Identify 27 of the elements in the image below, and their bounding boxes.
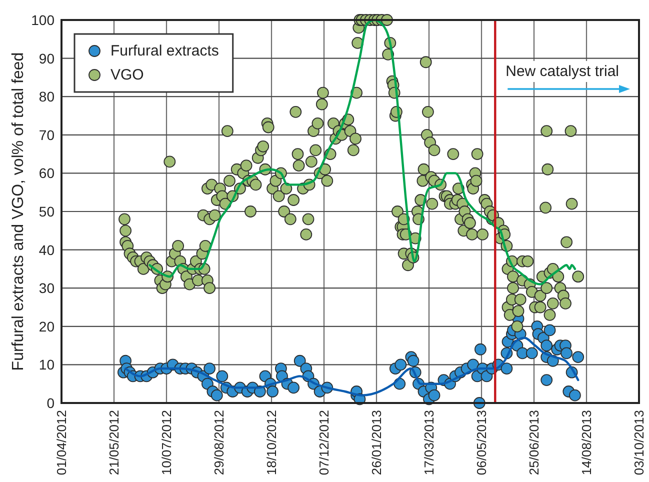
- x-tick-label: 10/07/2012: [159, 410, 174, 476]
- x-tick-label: 03/10/2013: [632, 410, 646, 476]
- x-tick-label: 18/10/2012: [264, 410, 279, 476]
- y-tick-label: 50: [38, 204, 55, 220]
- x-tick-label: 17/03/2013: [422, 410, 436, 476]
- y-tick-label: 90: [38, 50, 55, 66]
- y-tick-label: 80: [38, 88, 55, 105]
- y-tick-label: 70: [38, 126, 55, 143]
- x-tick-label: 06/05/2013: [474, 410, 489, 476]
- y-tick-label: 0: [46, 395, 55, 411]
- x-tick-label: 21/05/2012: [106, 410, 122, 476]
- x-tick-label: 07/12/2012: [316, 410, 332, 476]
- y-tick-label: 20: [38, 318, 55, 334]
- legend-label: Furfural extracts: [110, 42, 219, 60]
- x-tick-label: 01/04/2012: [54, 410, 69, 476]
- y-axis-title: Furfural extracts and VGO, vol% of total feed: [10, 52, 26, 371]
- x-tick-label: 25/06/2013: [526, 410, 542, 476]
- annotation: New catalyst trial: [506, 63, 619, 80]
- y-tick-label: 40: [38, 242, 55, 258]
- y-tick-label: 60: [38, 165, 55, 182]
- x-tick-label: 14/08/2013: [579, 410, 594, 476]
- y-tick-label: 30: [38, 280, 55, 296]
- legend-label: VGO: [110, 66, 144, 84]
- x-tick-label: 29/08/2012: [212, 410, 226, 476]
- y-tick-label: 10: [38, 356, 55, 373]
- x-tick-label: 26/01/2013: [369, 410, 384, 476]
- y-tick-label: 100: [31, 12, 55, 28]
